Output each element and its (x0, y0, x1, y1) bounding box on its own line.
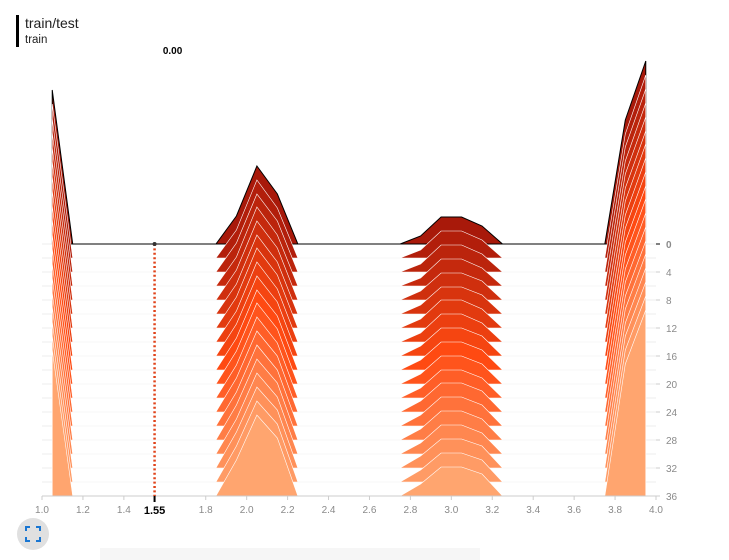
hover-value-label: 0.00 (163, 46, 183, 57)
y-tick-label: 16 (666, 352, 678, 363)
hover-x-label: 1.55 (144, 505, 165, 517)
hover-dot (152, 242, 157, 246)
slice-area (51, 185, 647, 371)
slice-area (51, 130, 647, 315)
slice-area (51, 102, 647, 287)
slice-area (51, 212, 647, 399)
y-tick-label: 8 (666, 296, 672, 307)
fullscreen-icon (25, 526, 41, 542)
x-tick-label: 2.4 (322, 505, 336, 516)
title-bar (16, 15, 19, 47)
slice-area (51, 240, 647, 427)
x-tick-label: 2.6 (363, 505, 377, 516)
slice-area (51, 295, 647, 483)
slice-area (51, 157, 647, 343)
chart-title: train/test (25, 15, 79, 31)
x-tick-label: 1.0 (35, 505, 49, 516)
x-tick-label: 1.4 (117, 505, 131, 516)
x-tick-label: 4.0 (649, 505, 663, 516)
y-tick-label: 32 (666, 464, 678, 475)
slice-area (51, 226, 647, 413)
x-tick-label: 2.8 (403, 505, 417, 516)
x-tick-label: 3.8 (608, 505, 622, 516)
slice-area (51, 88, 647, 273)
x-tick-label: 1.2 (76, 505, 90, 516)
slice-area (51, 253, 647, 441)
slice-area (51, 143, 647, 329)
fullscreen-button[interactable] (17, 518, 49, 550)
x-tick-label: 1.8 (199, 505, 213, 516)
y-tick-label: 0 (666, 240, 672, 251)
slice-area (51, 60, 647, 245)
chart-subtitle: train (25, 34, 47, 46)
slice-area (51, 198, 647, 385)
x-tick-label: 3.2 (485, 505, 499, 516)
x-tick-label: 2.0 (240, 505, 254, 516)
slice-area (51, 171, 647, 357)
plot: 0 4 8 12 16 20 24 28 32 36 1.0 1.2 1.4 1.8 2.0 2.2 2.4 2.… (35, 46, 678, 517)
y-tick-label: 4 (666, 268, 672, 279)
slice-area (51, 116, 647, 301)
x-tick-label: 3.0 (444, 505, 458, 516)
y-tick-label: 36 (666, 492, 678, 503)
slice-area (51, 267, 647, 455)
footer-shade (100, 548, 480, 560)
y-tick-label: 24 (666, 408, 678, 419)
slice-area (51, 74, 647, 259)
x-tick-label: 3.4 (526, 505, 540, 516)
slice-area (51, 281, 647, 469)
y-tick-label: 20 (666, 380, 678, 391)
y-tick-label: 28 (666, 436, 678, 447)
y-tick-label: 12 (666, 324, 678, 335)
x-tick-label: 2.2 (281, 505, 295, 516)
x-tick-label: 3.6 (567, 505, 581, 516)
